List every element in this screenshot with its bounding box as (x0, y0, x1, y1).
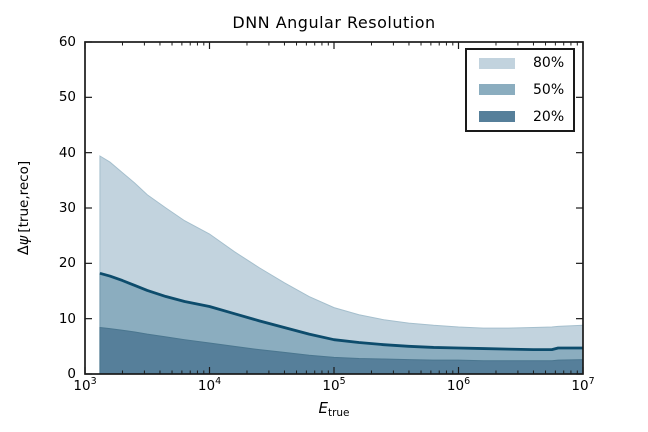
x-tick-exponent: 6 (464, 376, 471, 387)
x-tick-label-1e6: 106 (435, 377, 483, 395)
x-tick-base: 10 (73, 378, 91, 394)
x-tick-exponent: 3 (90, 376, 97, 387)
legend-label: 20% (533, 108, 565, 125)
x-tick-label-1e5: 105 (310, 377, 358, 395)
legend: 80% 50% 20% (465, 48, 575, 132)
legend-label: 50% (533, 81, 565, 98)
x-tick-exponent: 5 (339, 376, 346, 387)
x-axis-label: Etrue (85, 399, 583, 419)
legend-label: 80% (533, 55, 565, 72)
x-tick-label-1e7: 107 (559, 377, 607, 395)
median-line (99, 271, 583, 352)
y-axis-label-bracket: [true,reco] (16, 160, 32, 233)
legend-swatch-50pct-icon (479, 84, 515, 96)
y-tick-label-0: 0 (67, 366, 76, 382)
y-tick-label-10: 10 (58, 310, 76, 327)
x-axis-label-subscript: true (327, 407, 350, 419)
legend-entry: 50% (467, 77, 573, 103)
y-tick-label-50: 50 (58, 89, 76, 106)
chart-title: DNN Angular Resolution (232, 13, 436, 32)
y-tick-label-40: 40 (58, 144, 76, 161)
legend-entry: 80% (467, 50, 573, 76)
x-tick-label-1e4: 104 (186, 377, 234, 395)
y-axis-label: Δψ [true,reco] (16, 161, 32, 255)
legend-swatch-20pct-icon (479, 111, 515, 123)
x-tick-exponent: 7 (588, 376, 595, 387)
y-tick-label-30: 30 (58, 200, 76, 216)
y-axis-label-psi: ψ (16, 235, 32, 246)
legend-swatch-80pct-icon (479, 57, 515, 69)
legend-entry: 20% (467, 104, 573, 130)
y-axis-label-delta: Δ (16, 245, 32, 256)
axis-frame (84, 41, 584, 375)
x-tick-base: 10 (322, 378, 340, 394)
x-tick-exponent: 4 (215, 376, 222, 387)
x-tick-base: 10 (446, 378, 465, 394)
x-tick-base: 10 (197, 378, 216, 394)
x-tick-label-1e3: 103 (61, 377, 109, 395)
x-axis-label-symbol: E (318, 399, 328, 417)
y-tick-label-20: 20 (58, 255, 76, 272)
x-tick-base: 10 (571, 378, 589, 394)
y-tick-label-60: 60 (58, 34, 76, 50)
band-20pct (99, 326, 584, 375)
